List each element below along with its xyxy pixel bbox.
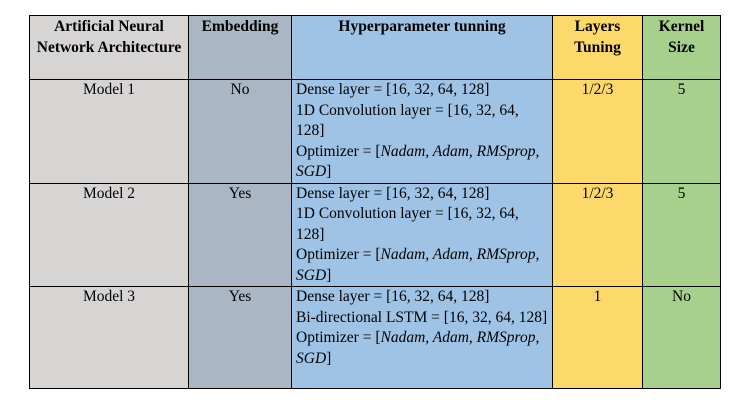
table-header-row: Artificial Neural Network Architecture E… bbox=[29, 15, 721, 80]
kernel-size-cell: 5 bbox=[642, 79, 721, 184]
optimizer-values: Nadam, Adam, RMSprop, SGD bbox=[296, 329, 540, 367]
optimizer-text: Optimizer = [Nadam, Adam, RMSprop, SGD] bbox=[296, 245, 548, 286]
table-row: Model 3 Yes Dense layer = [16, 32, 64, 1… bbox=[29, 286, 721, 389]
dense-layer-text: Dense layer = [16, 32, 64, 128] bbox=[296, 288, 490, 305]
optimizer-text: Optimizer = [Nadam, Adam, RMSprop, SGD] bbox=[296, 328, 548, 369]
model-name-cell: Model 2 bbox=[29, 182, 189, 287]
kernel-size-cell: No bbox=[642, 286, 721, 389]
table-row: Model 1 No Dense layer = [16, 32, 64, 12… bbox=[29, 79, 721, 184]
layers-tuning-cell: 1 bbox=[552, 286, 643, 389]
header-embedding: Embedding bbox=[188, 15, 292, 80]
embedding-cell: No bbox=[188, 79, 292, 184]
optimizer-label: Optimizer = [ bbox=[296, 142, 381, 160]
layers-tuning-cell: 1/2/3 bbox=[552, 182, 643, 287]
second-layer-text: 1D Convolution layer = [16, 32, 64, 128] bbox=[296, 205, 519, 243]
table-row: Model 2 Yes Dense layer = [16, 32, 64, 1… bbox=[29, 182, 721, 287]
embedding-cell: Yes bbox=[188, 182, 292, 287]
header-layers-tuning: Layers Tuning bbox=[552, 15, 643, 80]
model-comparison-table: Artificial Neural Network Architecture E… bbox=[29, 15, 721, 389]
header-hyperparameter: Hyperparameter tunning bbox=[291, 15, 553, 80]
optimizer-label: Optimizer = [ bbox=[296, 329, 381, 346]
hyperparameter-cell: Dense layer = [16, 32, 64, 128] 1D Convo… bbox=[291, 79, 553, 184]
optimizer-close: ] bbox=[326, 163, 332, 180]
header-architecture: Artificial Neural Network Architecture bbox=[29, 15, 189, 80]
second-layer-text: Bi-directional LSTM = [16, 32, 64, 128] bbox=[296, 308, 548, 326]
second-layer-text: 1D Convolution layer = [16, 32, 64, 128] bbox=[296, 101, 519, 140]
optimizer-text: Optimizer = [Nadam, Adam, RMSprop, SGD] bbox=[296, 142, 548, 183]
model-name-cell: Model 1 bbox=[29, 79, 189, 184]
optimizer-close: ] bbox=[326, 266, 332, 284]
hyperparameter-cell: Dense layer = [16, 32, 64, 128] 1D Convo… bbox=[291, 182, 553, 287]
optimizer-values: Nadam, Adam, RMSprop, SGD bbox=[296, 246, 540, 284]
optimizer-close: ] bbox=[326, 349, 332, 367]
embedding-cell: Yes bbox=[188, 286, 292, 389]
optimizer-label: Optimizer = [ bbox=[296, 246, 381, 263]
hyperparameter-cell: Dense layer = [16, 32, 64, 128] Bi-direc… bbox=[291, 286, 553, 389]
dense-layer-text: Dense layer = [16, 32, 64, 128] bbox=[296, 81, 490, 98]
dense-layer-text: Dense layer = [16, 32, 64, 128] bbox=[296, 184, 490, 202]
header-kernel-size: Kernel Size bbox=[642, 15, 721, 80]
optimizer-values: Nadam, Adam, RMSprop, SGD bbox=[296, 142, 540, 181]
model-name-cell: Model 3 bbox=[29, 286, 189, 389]
layers-tuning-cell: 1/2/3 bbox=[552, 79, 643, 184]
kernel-size-cell: 5 bbox=[642, 182, 721, 287]
